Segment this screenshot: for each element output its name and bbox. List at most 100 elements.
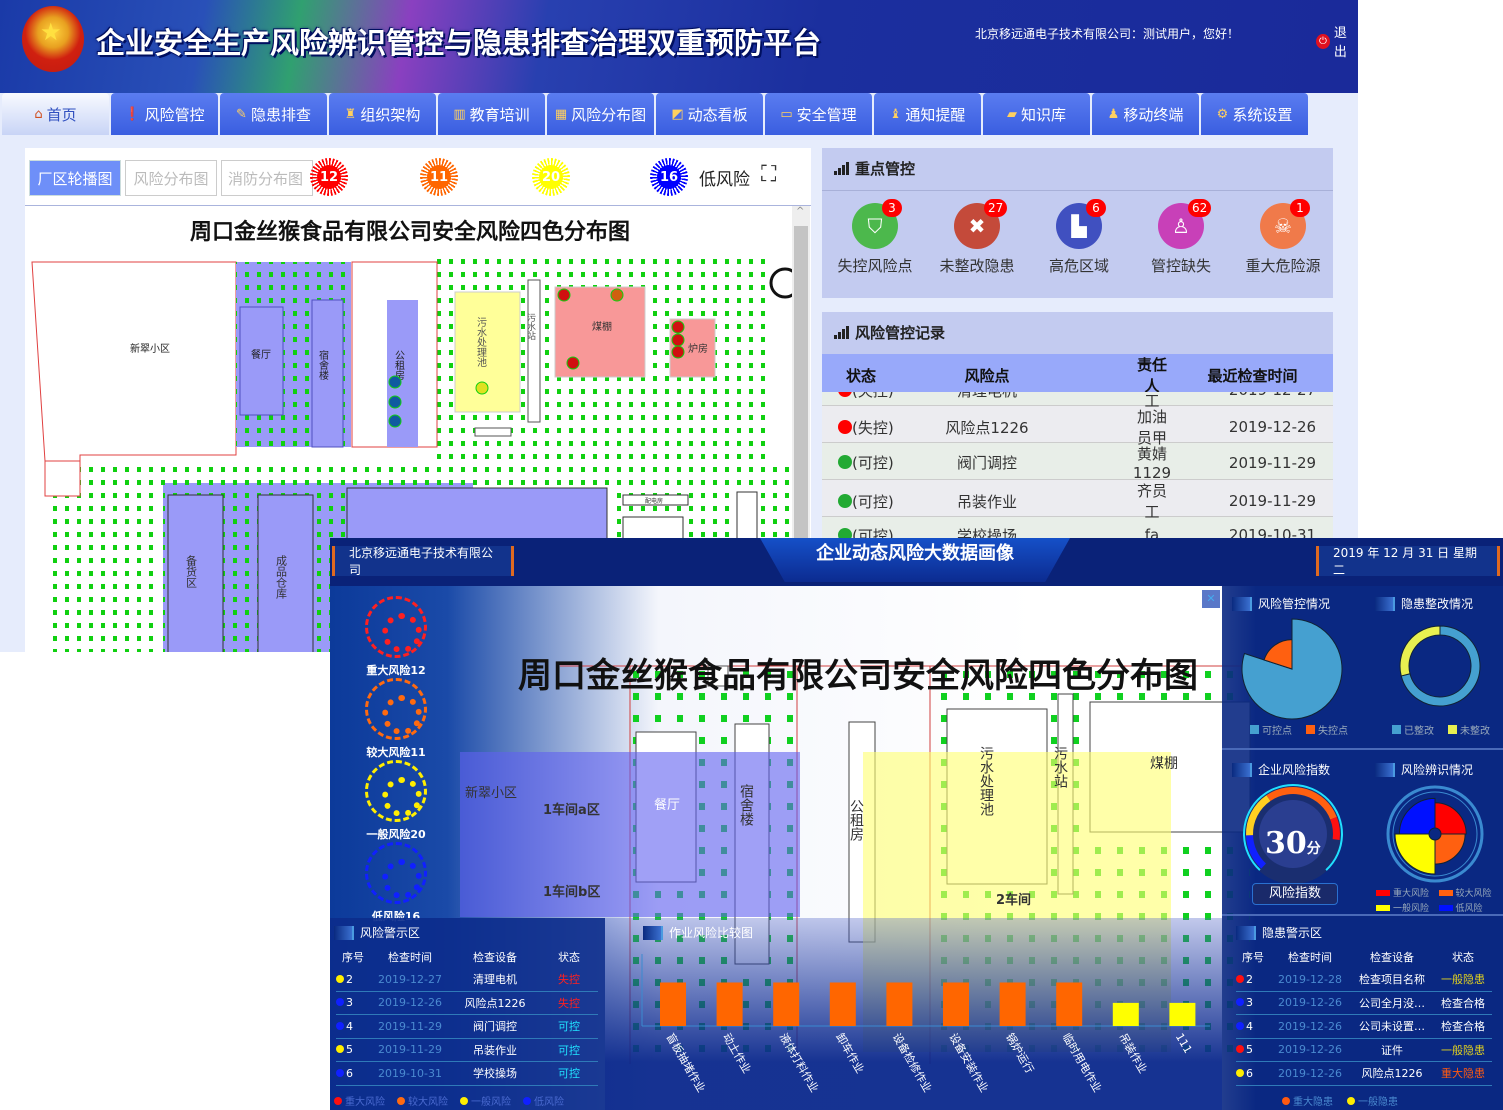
nav-item-7[interactable]: ▭ 安全管理	[765, 93, 872, 135]
legend-swatch	[334, 1096, 342, 1105]
key-control-item[interactable]: ▙ 6 高危区域	[1028, 199, 1130, 276]
table-row[interactable]: (失控)清理电机 黄员工 2019-12-27	[822, 392, 1333, 410]
fullscreen-icon[interactable]: ⛶	[761, 162, 777, 187]
table-row[interactable]: (失控) 风险点1226 加油员甲 2019-12-26	[822, 406, 1333, 447]
pie-slice-低风险[interactable]	[1398, 797, 1436, 835]
nav-item-11[interactable]: ⚙ 系统设置	[1201, 93, 1308, 135]
table-row[interactable]: 4 2019-12-26 公司未设置… 检查合格	[1236, 1015, 1492, 1039]
bar-临时用电作业[interactable]	[1056, 982, 1083, 1026]
map-label-wushuizhan: 污水站	[1052, 746, 1068, 788]
header-banner: 企业安全生产风险辨识管控与隐患排查治理双重预防平台 北京移远通电子技术有限公司：…	[0, 0, 1358, 93]
nav-item-10[interactable]: ♟ 移动终端	[1092, 93, 1199, 135]
nav-item-3[interactable]: ♜ 组织架构	[329, 93, 436, 135]
table-row[interactable]: 2 2019-12-28 检查项目名称 一般隐患	[1236, 968, 1492, 992]
date-cell: 2019-11-29	[378, 1043, 442, 1057]
x-tick-label: 临时用电作业	[1060, 1031, 1105, 1095]
gear-icon: ⚙	[1216, 106, 1229, 122]
table-row[interactable]: 4 2019-11-29 阀门调控 可控	[336, 1015, 598, 1039]
bar-锅炉运行[interactable]	[999, 982, 1026, 1026]
device-cell: 公司全月没…	[1359, 996, 1425, 1010]
status-cell: (失控)	[822, 392, 902, 401]
risk-count-badge[interactable]: 16	[650, 158, 688, 196]
count-badge: 3	[882, 199, 902, 217]
pie-slice-一般风险[interactable]	[1394, 833, 1436, 875]
risk-level-label: 一般风险20	[366, 828, 426, 841]
legend-swatch	[1250, 725, 1259, 734]
nav-item-2[interactable]: ✎ 隐患排查	[220, 93, 327, 135]
folder-icon: ▰	[1006, 106, 1017, 122]
bar-液体打料作业[interactable]	[773, 982, 800, 1026]
status-dot	[838, 493, 852, 508]
x-tick-label: 设备检修作业	[890, 1031, 935, 1095]
legend-item: 较大风险	[397, 1093, 448, 1108]
key-control-item[interactable]: ♙ 62 管控缺失	[1130, 199, 1232, 276]
nav-item-8[interactable]: ♝ 通知提醒	[874, 93, 981, 135]
bar-设备安装作业[interactable]	[943, 982, 969, 1026]
logout-label: 退出	[1333, 26, 1347, 60]
logout-button[interactable]: ⏻ 退出	[1316, 22, 1358, 60]
divider	[25, 205, 811, 206]
key-control-item[interactable]: ☠ 1 重大危险源	[1232, 199, 1334, 276]
level-dot	[336, 998, 344, 1007]
nav-item-6[interactable]: ◩ 动态看板	[656, 93, 763, 135]
pie-slice-未整改[interactable]	[1399, 625, 1441, 677]
ring-decoration	[1386, 785, 1484, 883]
bar-盲板抽堵作业[interactable]	[660, 982, 686, 1026]
table-row[interactable]: 5 2019-12-26 证件 一般隐患	[1236, 1039, 1492, 1062]
level-dot	[1236, 974, 1244, 983]
nav-item-0[interactable]: ⌂ 首页	[2, 93, 109, 135]
close-icon[interactable]: ✕	[1202, 590, 1220, 608]
level-dot	[336, 1068, 344, 1077]
risk-level-item[interactable]: 较大风险11	[330, 678, 462, 760]
risk-level-item[interactable]: 一般风险20	[330, 760, 462, 842]
table-row[interactable]: 3 2019-12-26 公司全月没… 检查合格	[1236, 992, 1492, 1015]
nav-item-label: 系统设置	[1232, 105, 1293, 124]
rectify-donut-chart	[1399, 625, 1481, 707]
table-row[interactable]: (可控) 吊装作业 齐员工 2019-11-29	[822, 480, 1333, 521]
pie-slice-重大风险[interactable]	[1434, 802, 1467, 835]
risk-level-item[interactable]: 重大风险12	[330, 596, 462, 678]
nav-item-9[interactable]: ▰ 知识库	[983, 93, 1090, 135]
tab-fire-distribution[interactable]: 消防分布图	[221, 160, 313, 196]
tab-factory-carousel[interactable]: 厂区轮播图	[29, 160, 121, 196]
risk-count-badge[interactable]: 20	[532, 158, 570, 196]
key-control-item[interactable]: ⛉ 3 失控风险点	[824, 199, 926, 276]
table-row[interactable]: (可控) 阀门调控 黄婧1129 2019-11-29	[822, 443, 1333, 482]
bar-设备检修作业[interactable]	[886, 982, 913, 1026]
scroll-up-icon[interactable]: ^	[796, 206, 805, 217]
legend-swatch	[1306, 725, 1315, 734]
bar-111[interactable]	[1169, 1002, 1196, 1026]
level-dot	[336, 974, 344, 983]
pie-slice-较大风险[interactable]	[1434, 833, 1466, 865]
table-header: 状态 风险点 责任人 最近检查时间	[822, 354, 1333, 395]
pie-slice-失控点[interactable]	[1263, 639, 1293, 670]
table-row[interactable]: 3 2019-12-26 风险点1226 失控	[336, 992, 598, 1015]
table-scroll-area[interactable]: (失控)清理电机黄员工2019-12-27(失控)风险点1226加油员甲2019…	[822, 392, 1333, 552]
company-name: 北京移远通电子技术有限公司	[332, 546, 514, 577]
tab-risk-distribution[interactable]: 风险分布图	[125, 160, 217, 196]
table-row[interactable]: 6 2019-12-26 风险点1226 重大隐患	[1236, 1062, 1492, 1086]
table-row[interactable]: 5 2019-11-29 吊装作业 可控	[336, 1039, 598, 1062]
risk-count-badge[interactable]: 12	[310, 158, 348, 196]
table-row[interactable]: 6 2019-10-31 学校操场 可控	[336, 1062, 598, 1086]
map-label-gongzu: 公租房	[393, 350, 405, 381]
nav-item-4[interactable]: ▥ 教育培训	[438, 93, 545, 135]
bar-吊装作业[interactable]	[1112, 1002, 1139, 1026]
risk-level-item[interactable]: 低风险16	[330, 842, 462, 924]
date-cell: 2019-11-29	[378, 1019, 442, 1033]
legend-item: 重大隐患	[1282, 1093, 1333, 1108]
nav-item-1[interactable]: ❗ 风险管控	[111, 93, 218, 135]
status-cell: 一般隐患	[1441, 1043, 1485, 1057]
bar-动土作业[interactable]	[716, 982, 743, 1026]
table-row[interactable]: 2 2019-12-27 清理电机 失控	[336, 968, 598, 992]
bar-卸车作业[interactable]	[829, 982, 856, 1026]
risk-warning-area	[330, 918, 605, 1110]
gauge-face	[1259, 800, 1327, 868]
risk-count-badge[interactable]: 11	[420, 158, 458, 196]
risk-record-table: 状态 风险点 责任人 最近检查时间 (失控)清理电机黄员工2019-12-27(…	[822, 354, 1333, 552]
key-control-item[interactable]: ✖ 27 未整改隐患	[926, 199, 1028, 276]
risk-index-value: 30分	[1265, 826, 1321, 861]
device-cell: 学校操场	[473, 1067, 517, 1081]
date-cell: 2019-12-26	[1278, 996, 1342, 1010]
nav-item-5[interactable]: ▦ 风险分布图	[547, 93, 654, 135]
